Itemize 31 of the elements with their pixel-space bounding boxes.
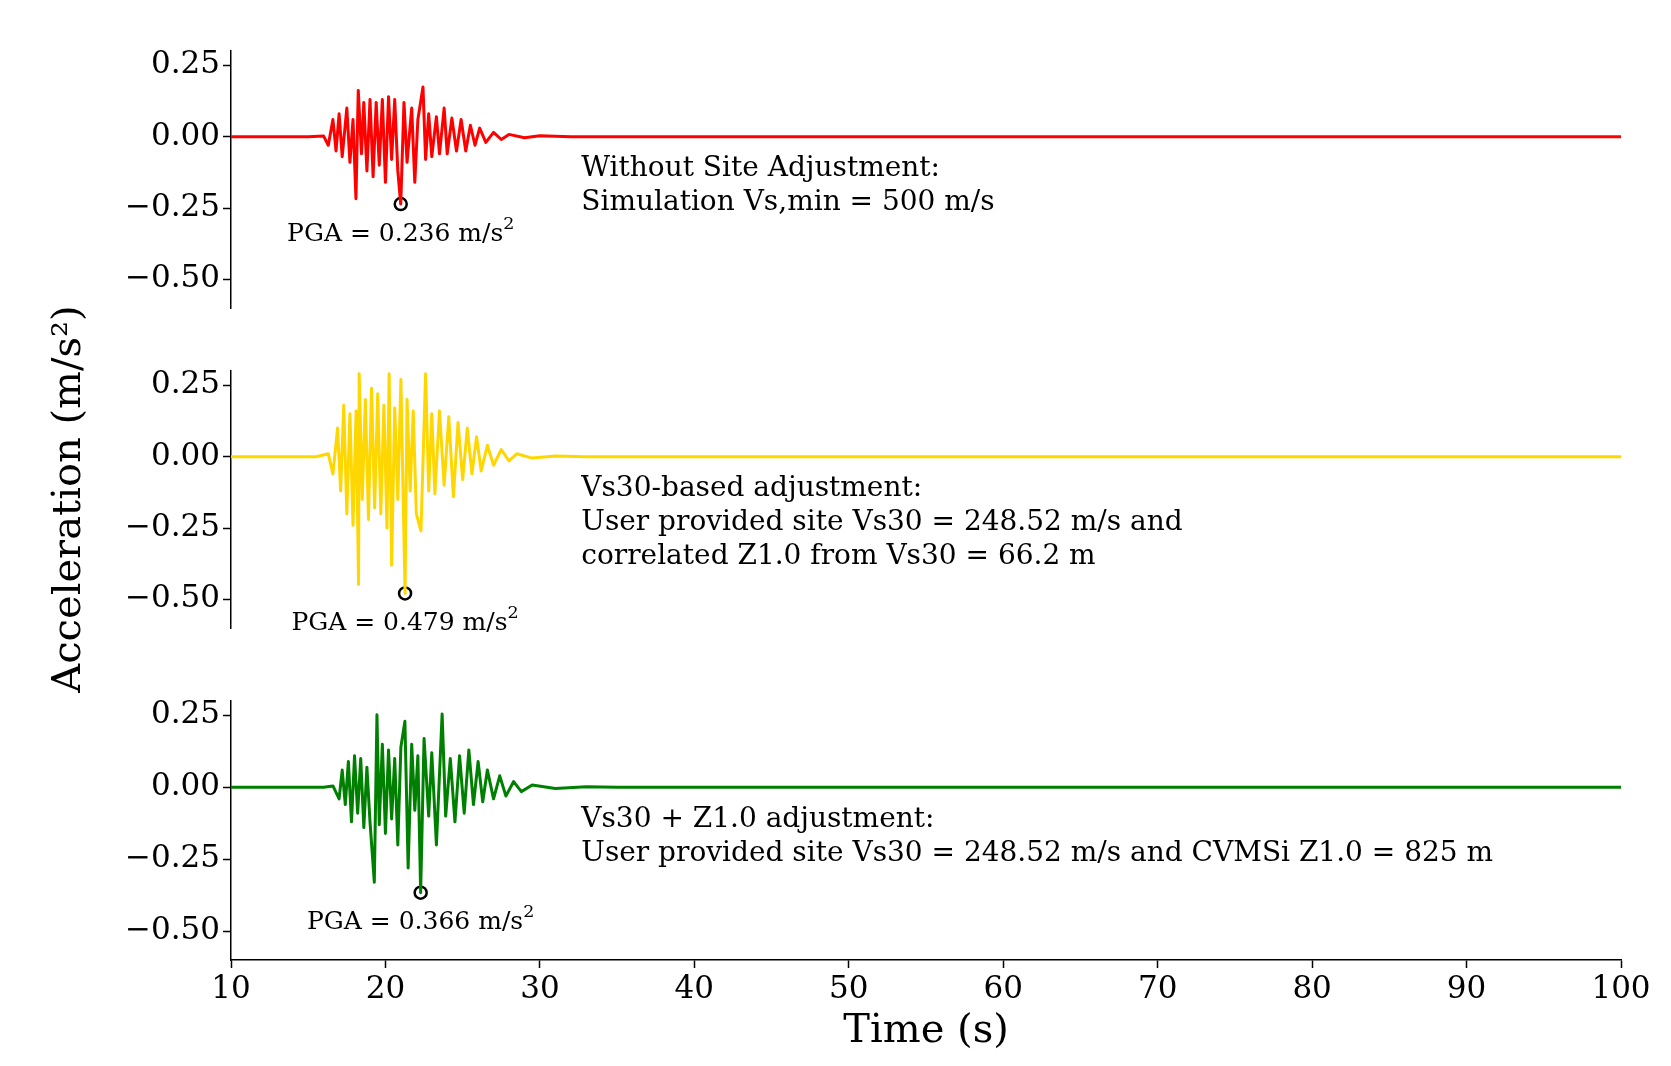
x-tick-label: 80 [1292, 968, 1332, 1005]
x-axis-title: Time (s) [843, 1005, 1009, 1052]
x-tick-label: 50 [829, 968, 869, 1005]
x-tick-label: 30 [520, 968, 560, 1005]
y-tick-label: −0.50 [125, 910, 220, 947]
y-tick-label: 0.00 [150, 435, 220, 472]
y-tick-label: −0.50 [125, 258, 220, 295]
y-tick-label: 0.25 [150, 44, 220, 81]
annotation: Vs30-based adjustment: [580, 469, 923, 503]
x-tick-label: 60 [983, 968, 1023, 1005]
x-tick-label: 90 [1446, 968, 1487, 1005]
annotation: Without Site Adjustment: [581, 149, 941, 183]
y-tick-label: −0.50 [125, 578, 220, 615]
y-tick-label: 0.00 [150, 115, 220, 152]
x-tick-label: 100 [1591, 968, 1651, 1005]
annotation: User provided site Vs30 = 248.52 m/s and CVMSi Z1.0 = 825 m [581, 834, 1494, 868]
x-tick-label: 20 [365, 968, 406, 1005]
y-tick-label: 0.25 [150, 364, 220, 401]
x-tick-label: 10 [211, 968, 251, 1005]
x-tick-label: 70 [1137, 968, 1178, 1005]
y-tick-label: −0.25 [125, 507, 220, 544]
y-tick-label: −0.25 [125, 187, 220, 224]
y-tick-label: −0.25 [125, 838, 220, 875]
y-axis-title: Acceleration (m/s²) [43, 305, 89, 693]
annotation: correlated Z1.0 from Vs30 = 66.2 m [581, 537, 1096, 571]
y-tick-label: 0.25 [150, 694, 220, 731]
annotation: User provided site Vs30 = 248.52 m/s and [581, 503, 1183, 537]
annotation: Vs30 + Z1.0 adjustment: [580, 800, 935, 834]
x-tick-label: 40 [674, 968, 715, 1005]
annotation: Simulation Vs,min = 500 m/s [581, 183, 995, 217]
y-tick-label: 0.00 [150, 766, 220, 803]
